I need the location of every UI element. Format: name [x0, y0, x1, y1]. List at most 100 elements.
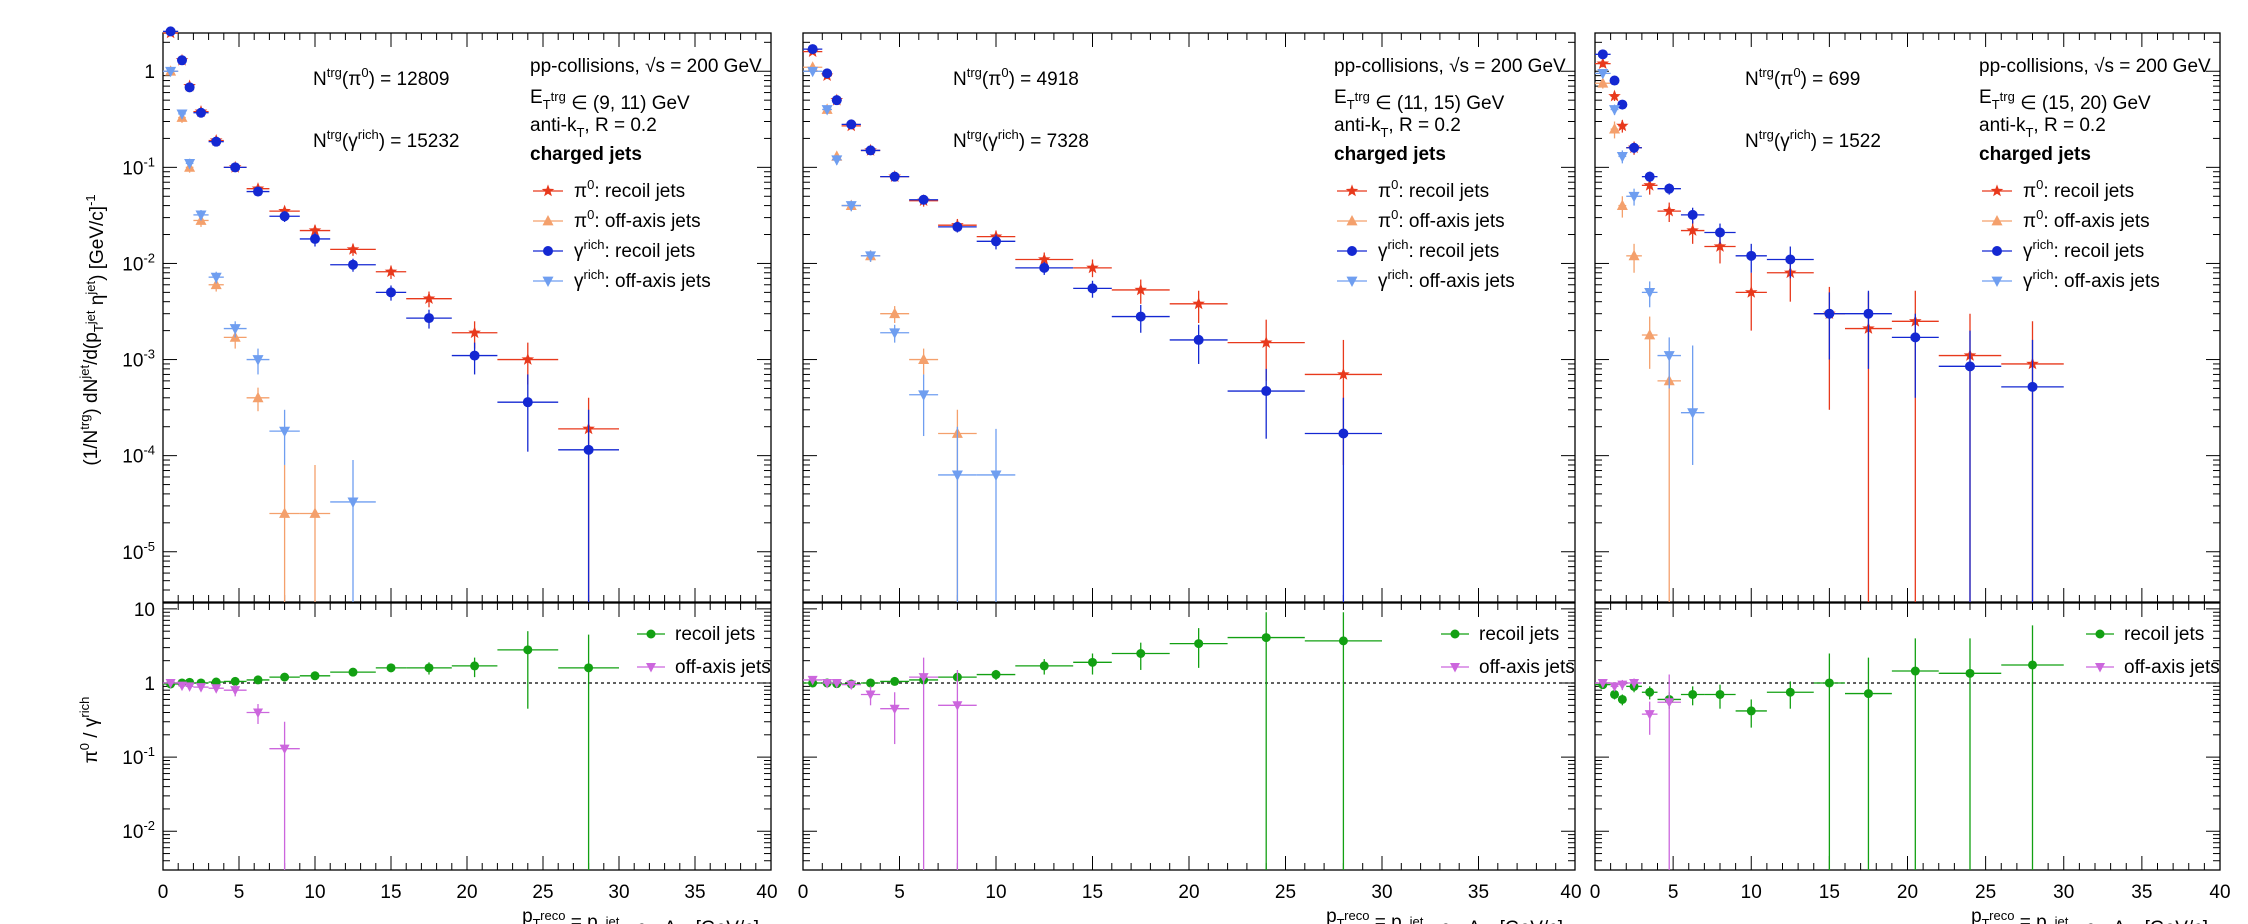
x-axis-title: pTreco = pTjet - ρ · Ajet [GeV/c]	[1971, 906, 2208, 924]
marker-circle	[1450, 629, 1460, 639]
marker-triangle-down	[176, 109, 188, 120]
marker-circle	[991, 670, 1001, 680]
text-run: /d(p	[81, 332, 102, 365]
text-run: 10	[1741, 882, 1762, 903]
marker-triangle-down	[889, 704, 900, 715]
text-run: -2	[143, 818, 155, 833]
x-tick-label: 0	[798, 882, 809, 903]
marker-circle	[1597, 49, 1608, 60]
text-run: jet	[1409, 914, 1424, 924]
legend-label: γrich: off-axis jets	[574, 267, 711, 292]
legend-label: recoil jets	[1479, 624, 1559, 645]
legend-entry: γrich: off-axis jets	[533, 267, 711, 292]
x-tick-label: 30	[1371, 882, 1392, 903]
text-run: off-axis jets	[2124, 657, 2220, 678]
marker-circle	[918, 194, 929, 205]
marker-triangle-up	[279, 507, 291, 518]
marker-circle	[584, 663, 594, 673]
text-run: : off-axis jets	[1398, 211, 1504, 232]
marker-star	[384, 265, 398, 278]
x-tick-label: 30	[608, 882, 629, 903]
text-run: : off-axis jets	[594, 211, 700, 232]
text-run: : off-axis jets	[604, 271, 710, 292]
text-run: 20	[456, 882, 477, 903]
legend-entry: π0: off-axis jets	[533, 207, 701, 232]
ratio-legend-entry: off-axis jets	[2086, 657, 2220, 678]
text-run: (γ	[982, 131, 998, 152]
x-tick-label: 35	[1468, 882, 1489, 903]
text-run: T	[1337, 916, 1345, 924]
legend-entry: π0: off-axis jets	[1337, 207, 1505, 232]
marker-star	[278, 204, 291, 217]
text-run: N	[313, 69, 327, 90]
marker-circle	[1785, 687, 1795, 697]
marker-triangle-up	[309, 507, 321, 518]
text-run: γ	[574, 271, 584, 292]
text-run: -1	[83, 194, 98, 206]
legend-entry: π0: off-axis jets	[1982, 207, 2150, 232]
y-tick-label: 10-4	[122, 443, 155, 468]
text-run: 0	[798, 882, 809, 903]
marker-circle	[1135, 311, 1146, 322]
text-run: anti-k	[1979, 115, 2026, 136]
series	[1595, 49, 2064, 602]
text-run: π	[81, 750, 102, 763]
text-run: 35	[684, 882, 705, 903]
series	[803, 66, 1016, 602]
text-run: off-axis jets	[1479, 657, 1575, 678]
marker-triangle-up	[1616, 199, 1628, 210]
marker-triangle-down	[253, 708, 263, 718]
x-tick-label: 5	[894, 882, 905, 903]
legend-label: π0: off-axis jets	[2023, 207, 2150, 232]
marker-circle	[1965, 361, 1975, 372]
text-run: ) = 699	[1801, 69, 1861, 90]
text-run: pp-collisions, √s = 200 GeV	[1979, 56, 2211, 77]
marker-circle	[2095, 629, 2105, 639]
marker-triangle-down	[184, 682, 195, 692]
text-run: trg	[967, 127, 982, 142]
text-run: 10	[122, 822, 143, 843]
legend-label: π0: recoil jets	[1378, 177, 1489, 202]
marker-circle	[1039, 661, 1049, 671]
marker-triangle-down	[865, 690, 876, 700]
text-run: 15	[380, 882, 401, 903]
marker-circle	[310, 233, 320, 244]
text-run: 10	[122, 351, 143, 372]
text-run: : recoil jets	[604, 241, 695, 262]
text-run: E	[530, 87, 543, 108]
text-run: 10	[122, 543, 143, 564]
text-run: trg	[967, 65, 982, 80]
marker-circle	[952, 221, 963, 232]
text-run: trg	[77, 415, 92, 430]
text-run: T	[533, 916, 541, 924]
marker-circle	[1194, 639, 1204, 649]
series	[803, 657, 977, 870]
marker-triangle-down	[918, 390, 930, 401]
marker-star	[1643, 178, 1656, 191]
text-run: 10	[134, 600, 155, 621]
marker-circle	[807, 44, 818, 55]
plot-frame	[162, 32, 772, 603]
text-run: (π	[342, 69, 361, 90]
marker-triangle-down	[865, 251, 877, 262]
marker-triangle-down	[184, 158, 196, 170]
marker-circle	[1863, 308, 1874, 319]
marker-triangle-down	[195, 210, 207, 221]
ratio-legend-entry: recoil jets	[2086, 624, 2204, 645]
y-tick-label: 10-1	[122, 744, 155, 769]
series	[1595, 68, 1705, 465]
text-run: rich	[77, 697, 92, 718]
marker-circle	[991, 236, 1001, 247]
marker-circle	[1347, 246, 1357, 256]
marker-triangle-down	[646, 663, 656, 673]
marker-star	[1337, 367, 1350, 380]
marker-triangle-down	[1644, 287, 1656, 299]
legend-label: γrich: recoil jets	[2023, 237, 2144, 262]
text-run: N	[1745, 131, 1759, 152]
text-run: π	[2023, 211, 2036, 232]
text-run: (π	[982, 69, 1001, 90]
y-tick-label: 10-2	[122, 250, 155, 275]
x-tick-label: 20	[456, 882, 477, 903]
text-run: : off-axis jets	[1408, 271, 1514, 292]
